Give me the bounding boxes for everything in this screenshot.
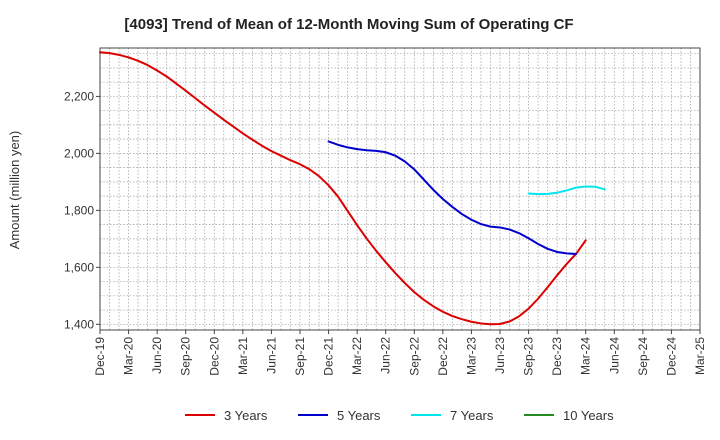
series-line-5-years [327, 140, 578, 255]
x-tick-label: Mar-24 [579, 337, 593, 375]
grid-lines [100, 48, 700, 330]
x-tick-label: Jun-21 [264, 337, 278, 374]
series-line-3-years [99, 51, 587, 326]
y-tick-label: 2,000 [64, 146, 94, 160]
x-tick-label: Mar-20 [122, 337, 136, 375]
legend-label-7-years: 7 Years [450, 408, 494, 423]
y-axis-tick-labels: 1,400 1,600 1,800 2,000 2,200 [64, 89, 100, 331]
chart-title: [4093] Trend of Mean of 12-Month Moving … [124, 16, 573, 33]
series-layer [99, 51, 606, 326]
x-tick-label: Dec-20 [207, 337, 221, 376]
x-tick-label: Sep-20 [179, 337, 193, 376]
x-tick-label: Dec-19 [93, 337, 107, 376]
x-tick-label: Sep-22 [407, 337, 421, 376]
x-tick-label: Mar-25 [693, 337, 707, 375]
legend-label-3-years: 3 Years [224, 408, 268, 423]
x-tick-label: Sep-23 [522, 337, 536, 376]
legend-label-5-years: 5 Years [337, 408, 381, 423]
x-tick-label: Jun-24 [607, 337, 621, 374]
y-tick-label: 1,600 [64, 260, 94, 274]
y-tick-label: 1,800 [64, 203, 94, 217]
x-tick-label: Sep-21 [293, 337, 307, 376]
series-line-7-years [527, 185, 606, 196]
legend: 3 Years 5 Years 7 Years 10 Years [185, 408, 614, 423]
plot-area-border [99, 47, 701, 331]
y-tick-label: 1,400 [64, 317, 94, 331]
plot-area-background [100, 48, 700, 330]
x-tick-label: Sep-24 [636, 337, 650, 376]
x-tick-label: Jun-20 [150, 337, 164, 374]
x-tick-label: Dec-23 [550, 337, 564, 376]
x-tick-label: Dec-22 [436, 337, 450, 376]
x-tick-label: Mar-21 [236, 337, 250, 375]
x-tick-label: Jun-23 [493, 337, 507, 374]
x-tick-label: Dec-21 [322, 337, 336, 376]
x-tick-label: Mar-22 [350, 337, 364, 375]
y-tick-label: 2,200 [64, 89, 94, 103]
x-tick-label: Dec-24 [664, 337, 678, 376]
legend-label-10-years: 10 Years [563, 408, 614, 423]
x-axis-tick-labels: Dec-19 Mar-20 Jun-20 Sep-20 Dec-20 Mar-21 Jun-… [93, 330, 707, 376]
x-tick-label: Mar-23 [464, 337, 478, 375]
x-tick-label: Jun-22 [379, 337, 393, 374]
y-axis-label: Amount (million yen) [7, 131, 22, 250]
